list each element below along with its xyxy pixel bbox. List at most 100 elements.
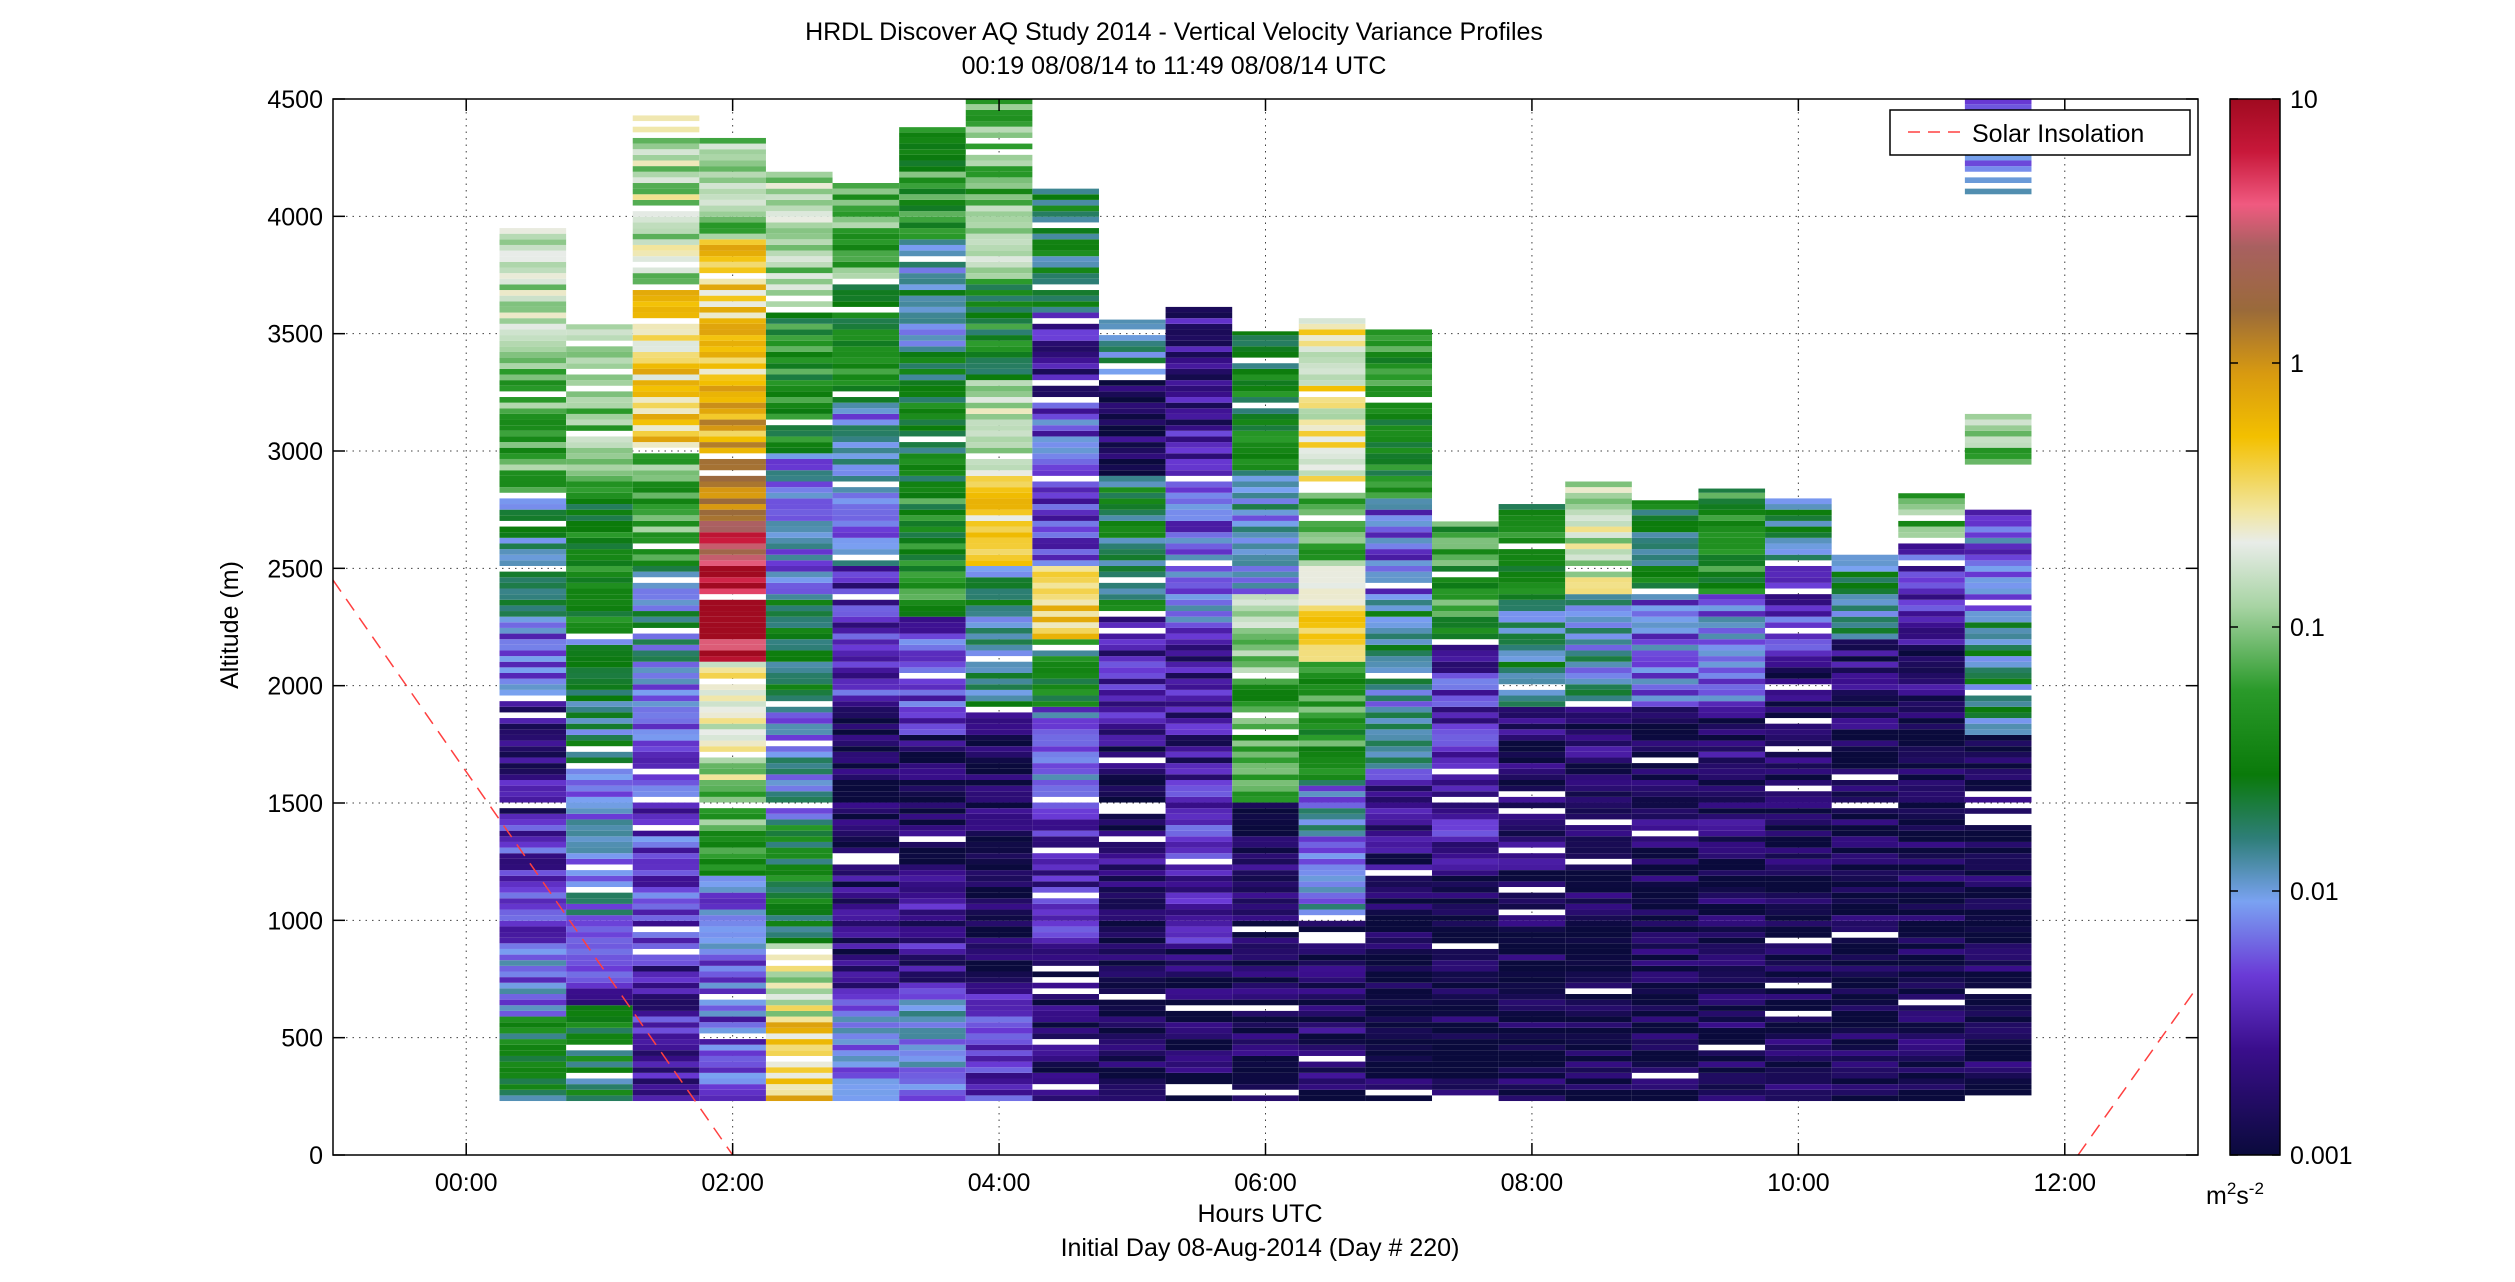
profile-cell <box>632 560 700 566</box>
profile-cell <box>965 599 1033 606</box>
profile-cell <box>765 639 833 645</box>
profile-cell <box>965 971 1033 978</box>
profile-cell <box>699 932 766 938</box>
profile-cell <box>566 515 633 521</box>
profile-cell <box>1498 656 1566 662</box>
profile-cell <box>1165 363 1233 369</box>
profile-cell <box>1765 543 1832 550</box>
profile-cell <box>1765 565 1832 572</box>
profile-cell <box>1032 244 1099 251</box>
profile-cell <box>1165 915 1233 921</box>
profile-cell <box>1565 622 1632 628</box>
profile-cell <box>899 616 966 623</box>
profile-column <box>1498 504 1566 1102</box>
profile-cell <box>1565 718 1632 724</box>
profile-cell <box>1565 549 1632 555</box>
profile-cell <box>1898 853 1965 859</box>
profile-cell <box>1032 458 1099 465</box>
profile-cell <box>1565 746 1632 752</box>
profile-cell <box>699 188 766 195</box>
profile-cell <box>1432 521 1499 527</box>
profile-cell <box>1432 780 1499 786</box>
colorbar-tick-label: 0.01 <box>2290 878 2339 906</box>
profile-cell <box>899 470 966 476</box>
profile-cell <box>765 988 833 995</box>
profile-cell <box>566 757 633 764</box>
profile-cell <box>499 442 567 448</box>
profile-cell <box>566 1050 633 1056</box>
profile-cell <box>965 813 1033 820</box>
profile-cell <box>699 458 766 465</box>
profile-cell <box>1964 554 2032 561</box>
profile-cell <box>1898 1072 1965 1079</box>
profile-cell <box>832 397 900 403</box>
profile-cell <box>965 132 1033 138</box>
profile-cell <box>1232 684 1299 690</box>
profile-cell <box>1631 802 1699 809</box>
profile-cell <box>632 903 700 910</box>
profile-cell <box>1898 611 1965 617</box>
profile-cell <box>699 1067 766 1073</box>
profile-cell <box>499 582 567 589</box>
profile-cell <box>1498 1010 1566 1017</box>
profile-cell <box>632 312 700 319</box>
profile-cell <box>1165 887 1233 893</box>
profile-cell <box>1032 830 1099 837</box>
profile-cell <box>765 183 833 189</box>
profile-cell <box>1298 419 1366 426</box>
profile-cell <box>965 194 1033 200</box>
profile-cell <box>899 335 966 341</box>
profile-cell <box>1698 965 1766 972</box>
profile-cell <box>632 1072 700 1079</box>
profile-cell <box>899 171 966 178</box>
profile-cell <box>1232 582 1299 589</box>
profile-cell <box>1765 994 1832 1000</box>
profile-cell <box>699 1027 766 1034</box>
profile-cell <box>1165 1050 1233 1056</box>
profile-cell <box>1698 870 1766 876</box>
profile-cell <box>1964 565 2032 572</box>
profile-cell <box>1098 650 1166 657</box>
profile-cell <box>1298 836 1366 842</box>
profile-cell <box>1964 740 2032 747</box>
profile-cell <box>566 684 633 690</box>
profile-cell <box>1698 903 1766 910</box>
profile-cell <box>1898 577 1965 583</box>
profile-cell <box>1298 520 1366 527</box>
profile-cell <box>1698 650 1766 657</box>
profile-cell <box>1365 841 1433 848</box>
profile-cell <box>1165 605 1233 612</box>
profile-cell <box>832 318 900 324</box>
profile-cell <box>499 763 567 769</box>
profile-cell <box>1432 672 1499 679</box>
profile-cell <box>1098 537 1166 544</box>
profile-cell <box>1232 526 1299 533</box>
profile-cell <box>832 346 900 352</box>
profile-cell <box>566 672 633 679</box>
profile-cell <box>1032 960 1099 966</box>
profile-cell <box>1365 650 1433 657</box>
profile-cell <box>1498 639 1566 645</box>
profile-cell <box>1365 774 1433 781</box>
profile-cell <box>1232 948 1299 955</box>
profile-cell <box>499 1022 567 1028</box>
profile-cell <box>832 312 900 319</box>
profile-cell <box>965 498 1033 505</box>
profile-cell <box>1165 836 1233 842</box>
profile-cell <box>965 430 1033 437</box>
profile-cell <box>899 560 966 566</box>
profile-cell <box>1232 532 1299 538</box>
profile-cell <box>1098 858 1166 865</box>
profile-column <box>965 99 1033 1102</box>
profile-cell <box>965 526 1033 533</box>
profile-cell <box>1165 926 1233 933</box>
profile-cell <box>1032 1061 1099 1068</box>
profile-cell <box>765 526 833 533</box>
profile-cell <box>832 284 900 291</box>
profile-cell <box>965 470 1033 476</box>
profile-cell <box>1498 1044 1566 1051</box>
profile-cell <box>632 689 700 696</box>
profile-cell <box>832 368 900 375</box>
profile-cell <box>1032 402 1099 409</box>
profile-cell <box>566 689 633 696</box>
